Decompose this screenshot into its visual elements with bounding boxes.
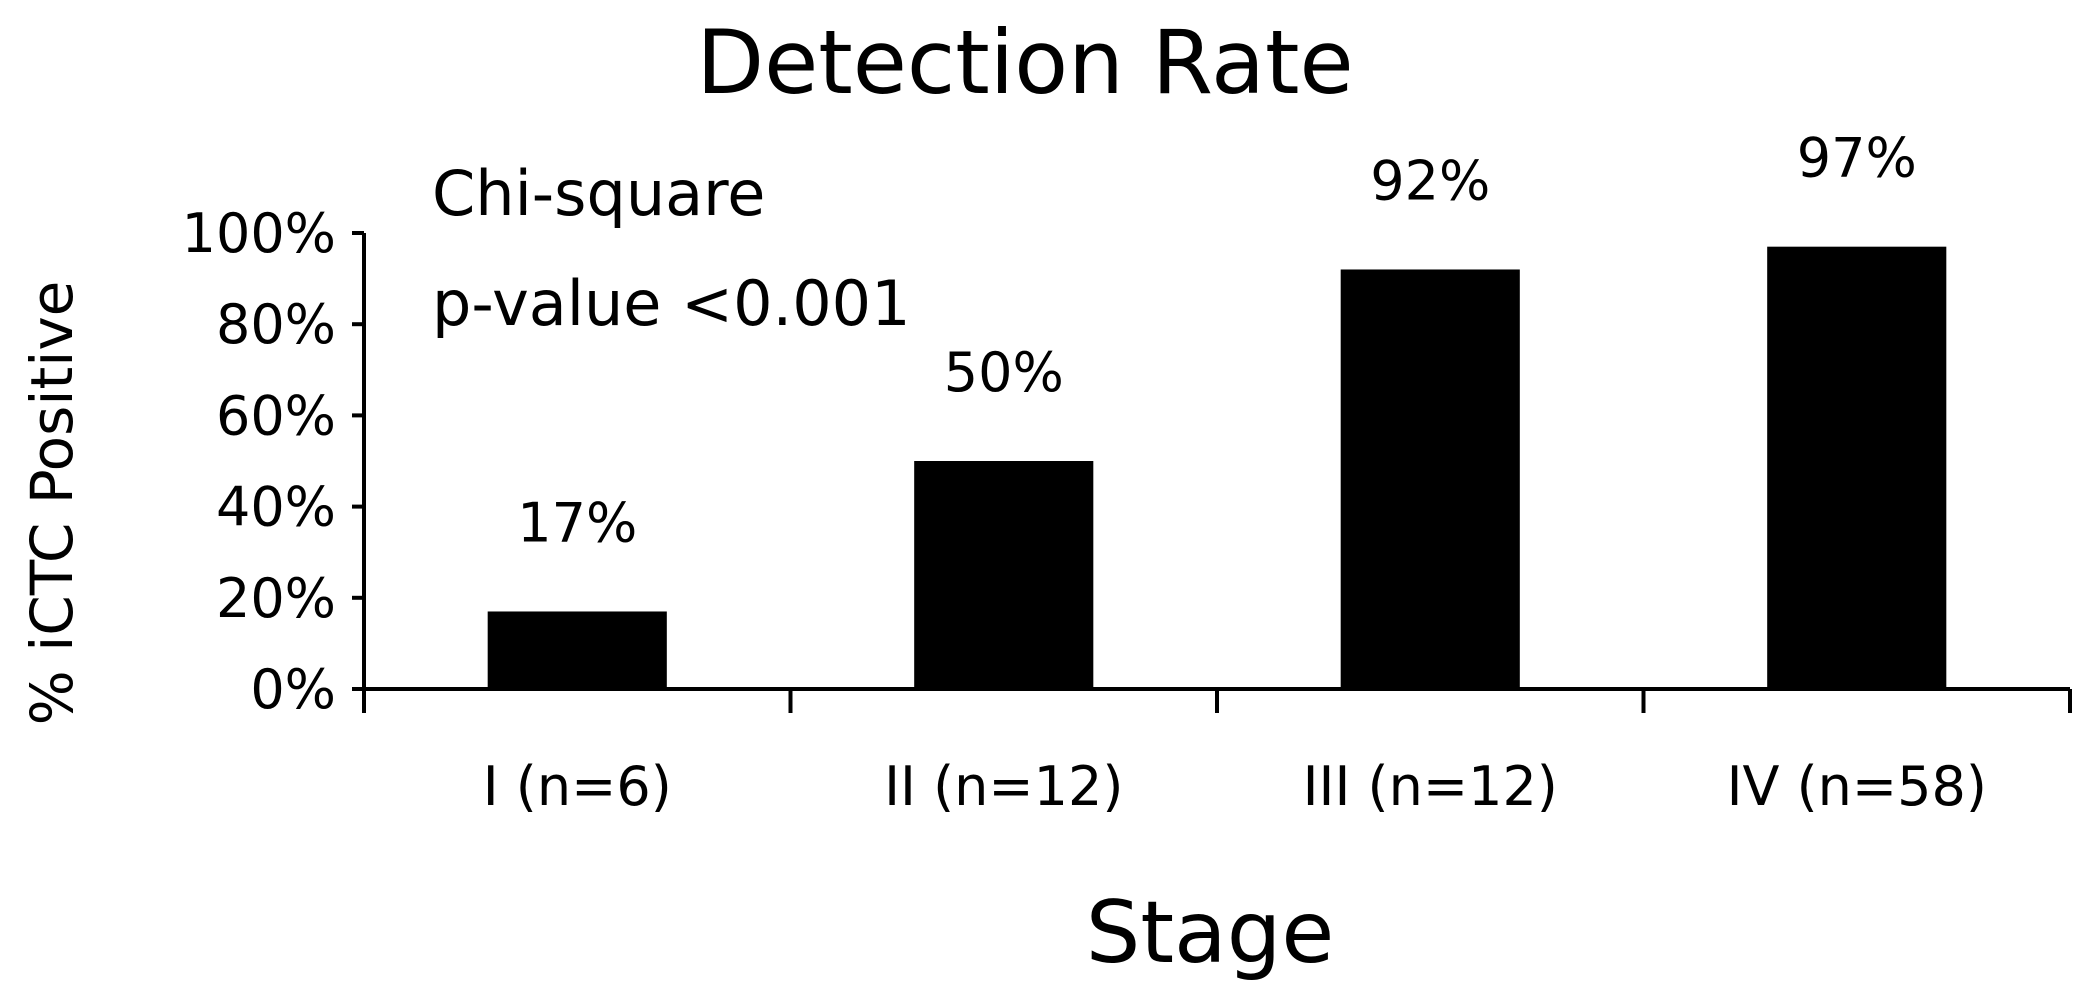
y-tick-label: 100% xyxy=(182,202,336,265)
x-category-label: II (n=12) xyxy=(884,755,1123,818)
x-category-label: III (n=12) xyxy=(1303,755,1558,818)
x-category-label: IV (n=58) xyxy=(1727,755,1987,818)
x-axis-categories: I (n=6) II (n=12) III (n=12) IV (n=58) xyxy=(362,689,2072,818)
data-label: 92% xyxy=(1370,149,1490,212)
bar xyxy=(1340,269,1520,689)
bar xyxy=(487,611,667,689)
bar xyxy=(1767,246,1947,689)
y-tick-label: 60% xyxy=(216,384,336,447)
y-axis-title: % iCTC Positive xyxy=(18,281,86,726)
y-tick-label: 80% xyxy=(216,293,336,356)
annotation-line-1: Chi-square xyxy=(432,157,765,230)
bars xyxy=(487,246,1947,689)
data-label: 97% xyxy=(1797,127,1917,190)
x-axis-title: Stage xyxy=(1086,883,1335,983)
data-labels: 17% 50% 92% 97% xyxy=(517,127,1917,555)
data-label: 17% xyxy=(517,491,637,554)
y-tick-label: 0% xyxy=(250,658,336,721)
y-tick-label: 40% xyxy=(216,476,336,539)
annotation-line-2: p-value <0.001 xyxy=(432,267,911,340)
bar xyxy=(914,461,1094,689)
y-tick-label: 20% xyxy=(216,567,336,630)
x-category-label: I (n=6) xyxy=(483,755,672,818)
y-axis-ticks: 0% 20% 40% 60% 80% 100% xyxy=(182,202,364,721)
data-label: 50% xyxy=(944,341,1064,404)
chart-title: Detection Rate xyxy=(696,11,1353,114)
